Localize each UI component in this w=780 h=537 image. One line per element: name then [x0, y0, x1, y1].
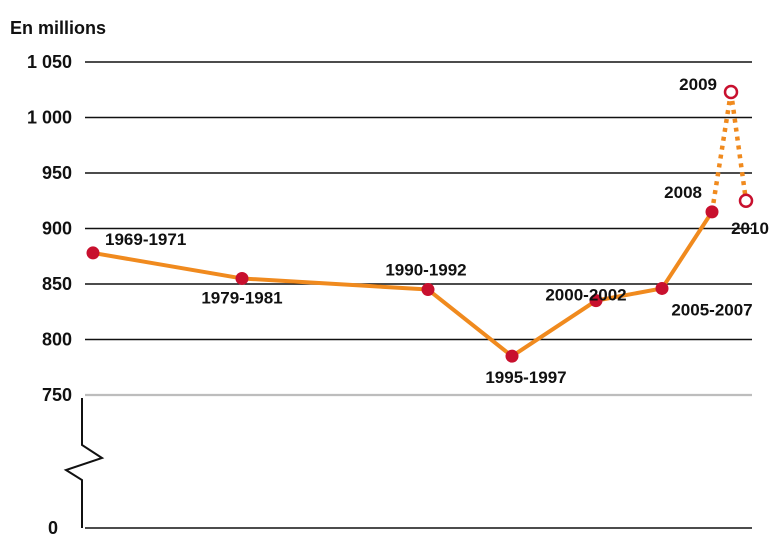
point-marker: [505, 349, 519, 363]
y-tick-label: 0: [48, 518, 58, 537]
point-label: 1995-1997: [485, 368, 566, 387]
y-tick-label: 900: [42, 219, 72, 239]
point-label: 2005-2007: [671, 300, 752, 319]
y-tick-label: 750: [42, 385, 72, 405]
point-marker: [705, 205, 719, 219]
point-marker: [421, 283, 435, 297]
point-label: 2009: [679, 75, 717, 94]
dotted-projection-line: [709, 91, 734, 213]
grid: [85, 61, 752, 529]
y-tick-label: 800: [42, 330, 72, 350]
point-label: 2000-2002: [545, 286, 626, 305]
point-marker: [86, 246, 100, 260]
point-label: 2010: [731, 219, 769, 238]
point-label: 1979-1981: [201, 288, 282, 307]
unit-label: En millions: [10, 18, 106, 38]
data-labels: 1969-1971 1979-1981 1990-1992 1995-1997 2000…: [105, 75, 769, 387]
hollow-point-marker: [723, 84, 739, 100]
y-tick-label: 1 000: [27, 108, 72, 128]
point-label: 1990-1992: [385, 261, 466, 280]
point-label: 1969-1971: [105, 230, 186, 249]
y-tick-labels: 1 050 1 000 950 900 850 800 750 0: [27, 52, 72, 537]
point-marker: [655, 281, 669, 295]
point-marker: [589, 294, 603, 308]
series-group: [86, 84, 754, 363]
point-marker: [235, 271, 249, 285]
y-tick-label: 850: [42, 274, 72, 294]
dotted-projection-line: [728, 91, 749, 202]
y-tick-label: 950: [42, 163, 72, 183]
y-tick-label: 1 050: [27, 52, 72, 72]
point-label: 2008: [664, 183, 702, 202]
axis-break-symbol: [63, 398, 105, 528]
hollow-point-marker: [738, 193, 754, 208]
